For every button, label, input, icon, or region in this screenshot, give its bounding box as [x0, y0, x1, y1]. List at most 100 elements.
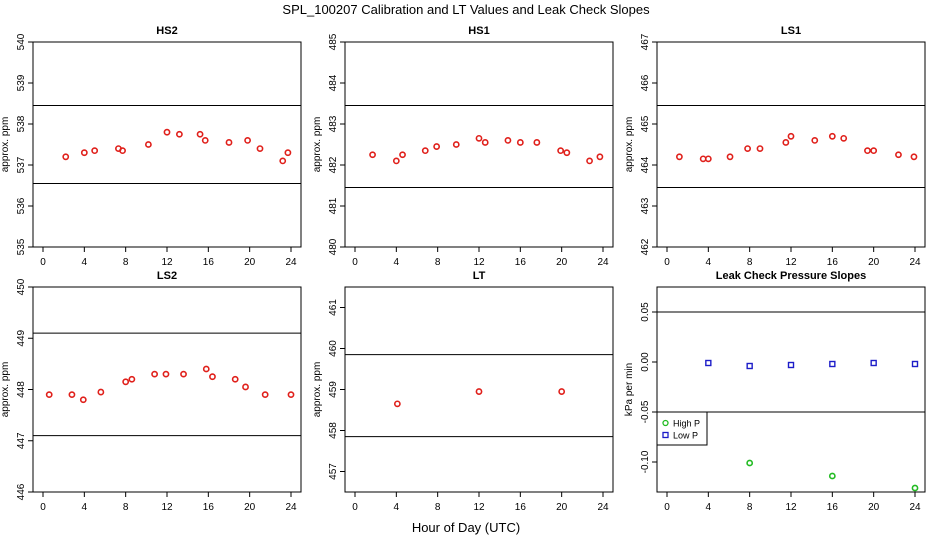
panel-ls2: LS2 approx. ppm 0 4 8 12 16 20 24 446 447 448 449 450 [0, 270, 302, 513]
y-tick-label: 460 [328, 340, 339, 357]
data-point-series0 [261, 391, 269, 399]
x-tick-label: 0 [664, 502, 670, 513]
data-point-series0 [202, 365, 210, 373]
x-tick-label: 4 [394, 257, 400, 268]
y-tick-label: 465 [640, 115, 651, 132]
data-point-series0 [209, 373, 216, 381]
data-point-series0 [533, 139, 541, 146]
y-tick-label: 448 [16, 381, 27, 398]
data-point-series0 [45, 391, 53, 399]
y-tick-label: 466 [640, 74, 651, 91]
data-point-series0 [392, 157, 400, 165]
data-point-series0 [557, 147, 565, 155]
y-axis-label: approx. ppm [0, 362, 11, 418]
data-point-series0 [393, 400, 401, 408]
y-tick-label: -0.10 [640, 450, 651, 473]
plot-frame [32, 286, 302, 493]
data-point-series0 [369, 151, 376, 159]
x-tick-label: 4 [394, 502, 400, 513]
y-tick-label: 481 [328, 197, 339, 214]
y-tick-label: 457 [328, 463, 339, 480]
data-point-series0 [180, 370, 187, 378]
data-point-high-p [828, 472, 836, 480]
panel-ls1: LS1 approx. ppm 0 4 8 12 16 20 24 462 463 464 465 466… [624, 25, 926, 268]
data-point-series0 [828, 132, 836, 140]
data-point-series0 [870, 147, 878, 155]
y-axis-label: approx. ppm [312, 362, 323, 418]
data-point-series0 [563, 149, 571, 157]
panel-leak: Leak Check Pressure Slopes kPa per min 0 4 8… [624, 270, 926, 513]
plot-frame [656, 286, 926, 493]
x-tick-label: 16 [827, 257, 839, 268]
x-tick-label: 12 [161, 502, 173, 513]
data-point-series0 [787, 132, 795, 140]
data-point-series0 [864, 147, 871, 155]
panel-grid: HS2 approx. ppm 0 4 8 12 16 20 24 535 536 537 538 539… [0, 25, 926, 513]
data-point-series0 [79, 396, 87, 404]
x-tick-label: 8 [747, 257, 753, 268]
y-tick-label: 446 [16, 483, 27, 500]
panel-title: LT [473, 270, 486, 282]
y-tick-label: -0.05 [640, 400, 651, 423]
data-point-series0 [516, 139, 524, 146]
data-point-series0 [475, 134, 483, 142]
legend: High P Low P [656, 411, 708, 446]
data-point-low-p [787, 361, 795, 369]
data-point-series0 [596, 153, 604, 161]
legend-label: High P [673, 419, 700, 429]
x-tick-label: 12 [785, 502, 797, 513]
data-point-series0 [68, 391, 76, 399]
x-tick-label: 24 [909, 257, 921, 268]
x-tick-label: 4 [82, 502, 88, 513]
y-tick-label: 458 [328, 422, 339, 439]
x-tick-label: 8 [123, 502, 129, 513]
data-point-series0 [231, 375, 239, 383]
x-tick-label: 20 [868, 502, 880, 513]
panel-lt: LT approx. ppm 0 4 8 12 16 20 24 457 458 459 460 461 [312, 270, 614, 513]
panel-hs1: HS1 approx. ppm 0 4 8 12 16 20 24 480 481 482 483 484… [312, 25, 614, 268]
y-axis-label: approx. ppm [312, 117, 323, 173]
y-tick-label: 537 [16, 156, 27, 173]
panel-hs2: HS2 approx. ppm 0 4 8 12 16 20 24 535 536 537 538 539… [0, 25, 302, 268]
data-point-series0 [144, 141, 152, 148]
data-point-series0 [196, 130, 204, 138]
x-tick-label: 8 [435, 257, 441, 268]
x-tick-label: 16 [515, 257, 527, 268]
y-tick-label: 538 [16, 115, 27, 132]
y-tick-label: 461 [328, 299, 339, 316]
y-axis-label: kPa per min [624, 363, 635, 416]
data-point-series0 [151, 370, 158, 378]
y-tick-label: 485 [328, 33, 339, 50]
x-tick-label: 12 [473, 257, 485, 268]
data-point-series0 [128, 375, 136, 383]
x-tick-label: 20 [244, 257, 256, 268]
data-point-series0 [433, 143, 441, 150]
panel-title: LS2 [157, 270, 177, 282]
x-tick-label: 0 [40, 502, 46, 513]
plot-frame [32, 41, 302, 248]
y-tick-label: 536 [16, 197, 27, 214]
data-point-series0 [452, 141, 460, 148]
x-tick-label: 20 [244, 502, 256, 513]
data-point-low-p [870, 359, 877, 367]
legend-marker [662, 431, 669, 439]
x-tick-label: 20 [556, 257, 568, 268]
plot-frame [344, 41, 614, 248]
panel-title: HS2 [156, 25, 177, 37]
x-tick-label: 4 [706, 257, 712, 268]
y-tick-label: 464 [640, 156, 651, 173]
x-tick-label: 24 [597, 257, 609, 268]
y-axis-label: approx. ppm [0, 117, 11, 173]
panel-title: LS1 [781, 25, 801, 37]
data-point-series0 [756, 145, 764, 152]
data-point-high-p [746, 459, 754, 467]
data-point-series0 [91, 147, 99, 155]
x-tick-label: 20 [556, 502, 568, 513]
panel-title: HS1 [468, 25, 489, 37]
y-tick-label: 463 [640, 197, 651, 214]
y-tick-label: 447 [16, 432, 27, 449]
data-point-series0 [242, 383, 249, 391]
x-tick-label: 8 [435, 502, 441, 513]
data-point-high-p [911, 484, 919, 492]
